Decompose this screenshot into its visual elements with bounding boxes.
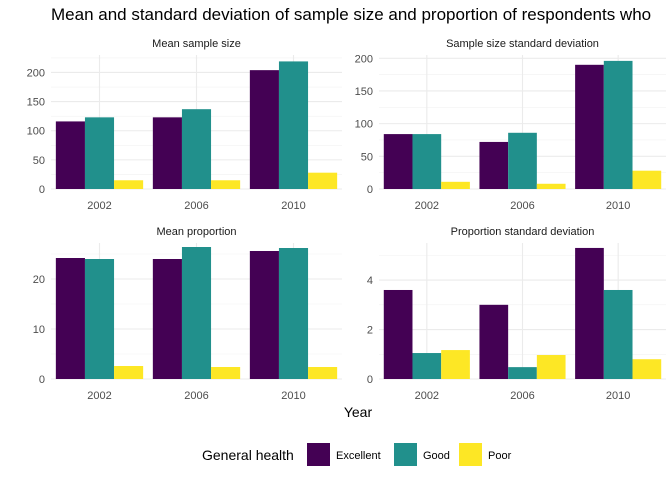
bar-good-2010 xyxy=(603,289,633,379)
y-tick-label: 150 xyxy=(355,86,373,98)
panel-title: Proportion standard deviation xyxy=(451,226,595,238)
bar-poor-2006 xyxy=(211,367,241,379)
y-tick-label: 0 xyxy=(367,374,373,386)
bar-good-2006 xyxy=(181,109,212,189)
bar-poor-2002 xyxy=(114,366,144,379)
bar-excellent-2006 xyxy=(152,117,182,189)
bar-good-2010 xyxy=(603,60,633,189)
bar-good-2006 xyxy=(508,367,537,379)
bar-excellent-2010 xyxy=(575,247,604,379)
x-tick-label: 2002 xyxy=(87,390,111,402)
bar-poor-2002 xyxy=(114,180,144,189)
bar-good-2002 xyxy=(412,353,442,379)
bar-excellent-2002 xyxy=(383,134,413,189)
bar-good-2006 xyxy=(508,132,537,189)
bar-poor-2002 xyxy=(441,181,470,189)
x-tick-label: 2002 xyxy=(415,390,439,402)
bar-poor-2010 xyxy=(632,170,662,189)
x-tick-label: 2006 xyxy=(184,200,208,212)
bar-excellent-2002 xyxy=(383,289,413,379)
panel-title: Mean proportion xyxy=(156,226,236,238)
y-tick-label: 0 xyxy=(39,184,45,196)
legend-label-poor: Poor xyxy=(488,450,512,462)
bar-excellent-2002 xyxy=(55,258,85,379)
y-tick-label: 20 xyxy=(33,274,45,286)
x-tick-label: 2002 xyxy=(87,200,111,212)
bar-good-2002 xyxy=(84,117,115,189)
bar-excellent-2006 xyxy=(479,141,509,189)
legend: General health Excellent Good Poor xyxy=(202,443,512,466)
y-tick-label: 150 xyxy=(27,97,45,109)
panel-mean-sample-size: Mean sample size 0 50 100 150 200 2002 2006 2010 xyxy=(27,38,342,212)
bar-poor-2006 xyxy=(211,180,241,189)
y-tick-label: 200 xyxy=(27,67,45,79)
bar-excellent-2006 xyxy=(152,259,182,379)
panel-title: Sample size standard deviation xyxy=(446,38,599,50)
y-tick-label: 0 xyxy=(39,374,45,386)
y-tick-label: 4 xyxy=(367,275,373,287)
y-tick-label: 50 xyxy=(361,151,373,163)
y-tick-label: 100 xyxy=(355,119,373,131)
legend-key-poor xyxy=(459,443,482,466)
bar-excellent-2010 xyxy=(249,70,279,189)
bar-good-2010 xyxy=(278,61,309,190)
x-tick-label: 2010 xyxy=(281,390,305,402)
y-tick-label: 10 xyxy=(33,324,45,336)
x-tick-label: 2002 xyxy=(415,200,439,212)
bar-good-2002 xyxy=(412,134,442,189)
bar-poor-2006 xyxy=(536,355,566,379)
panel-title: Mean sample size xyxy=(152,38,241,50)
legend-title: General health xyxy=(202,447,294,463)
bar-excellent-2010 xyxy=(575,64,604,189)
legend-label-good: Good xyxy=(423,450,450,462)
bar-poor-2006 xyxy=(536,183,566,189)
bar-excellent-2006 xyxy=(479,304,509,379)
bar-good-2006 xyxy=(181,247,212,379)
bar-poor-2010 xyxy=(632,359,662,379)
bar-excellent-2002 xyxy=(55,121,85,189)
bar-poor-2002 xyxy=(441,350,470,379)
x-tick-label: 2006 xyxy=(184,390,208,402)
panel-proportion-standard-deviation: Proportion standard deviation 0 2 4 2002 2006… xyxy=(367,226,666,402)
panel-sample-size-standard-deviation: Sample size standard deviation 0 50 100 150 2… xyxy=(355,38,666,212)
y-tick-label: 0 xyxy=(367,184,373,196)
x-axis-title: Year xyxy=(344,404,373,420)
x-tick-label: 2010 xyxy=(606,200,630,212)
chart-title: Mean and standard deviation of sample si… xyxy=(51,5,651,24)
legend-key-excellent xyxy=(307,443,330,466)
legend-key-good xyxy=(394,443,417,466)
panel-mean-proportion: Mean proportion 0 10 20 2002 2006 2010 xyxy=(33,226,342,402)
x-tick-label: 2010 xyxy=(606,390,630,402)
legend-label-excellent: Excellent xyxy=(336,450,381,462)
bar-excellent-2010 xyxy=(249,251,279,379)
y-tick-label: 50 xyxy=(33,155,45,167)
bar-poor-2010 xyxy=(308,172,338,189)
x-tick-label: 2006 xyxy=(510,390,534,402)
bar-poor-2010 xyxy=(308,367,338,379)
y-tick-label: 200 xyxy=(355,53,373,65)
bar-good-2002 xyxy=(84,259,115,379)
x-tick-label: 2006 xyxy=(510,200,534,212)
y-tick-label: 2 xyxy=(367,325,373,337)
x-tick-label: 2010 xyxy=(281,200,305,212)
y-tick-label: 100 xyxy=(27,126,45,138)
bar-good-2010 xyxy=(278,248,309,379)
